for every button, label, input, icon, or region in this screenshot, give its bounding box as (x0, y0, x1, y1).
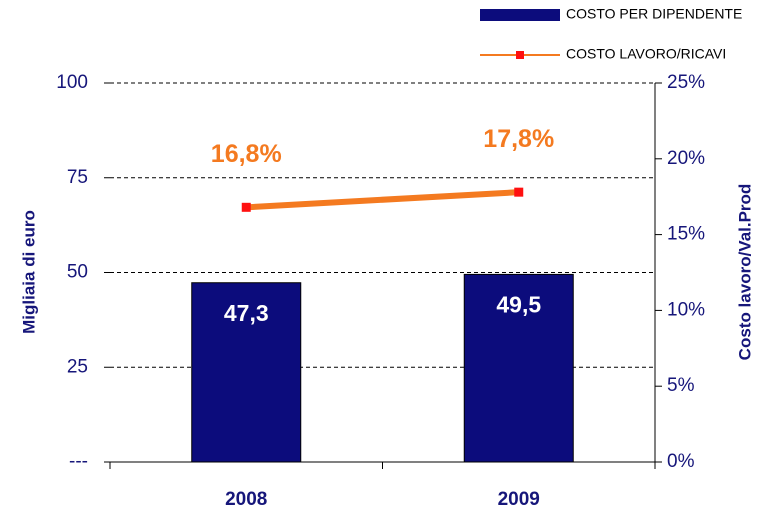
bar-value-label: 47,3 (224, 300, 269, 326)
y-tick-label: 100 (56, 72, 88, 93)
y-axis-label: Migliaia di euro (19, 210, 38, 334)
y-tick-label: 75 (67, 167, 88, 188)
line-marker (514, 187, 524, 197)
legend-label: COSTO PER DIPENDENTE (566, 6, 742, 22)
line-value-label: 17,8% (483, 125, 554, 153)
y2-tick-label: 10% (667, 299, 705, 320)
bar (191, 282, 302, 463)
bar-value-label: 49,5 (496, 291, 541, 317)
x-tick-label: 2009 (498, 489, 540, 510)
y2-tick-label: 0% (667, 451, 695, 472)
bar (463, 273, 574, 463)
y2-axis-label: Costo lavoro/Val.Prod (735, 184, 754, 361)
y2-tick-label: 15% (667, 224, 705, 245)
y-tick-label: 25 (67, 356, 88, 377)
y-tick-label: 50 (67, 262, 88, 283)
legend-label: COSTO LAVORO/RICAVI (566, 46, 726, 62)
line (246, 189, 519, 211)
legend-swatch (480, 9, 560, 21)
line-value-label: 16,8% (211, 140, 282, 168)
y2-tick-label: 25% (667, 72, 705, 93)
x-tick-label: 2008 (225, 489, 267, 510)
y2-tick-label: 5% (667, 375, 695, 396)
line-marker (241, 202, 251, 212)
legend-marker (516, 51, 524, 59)
y2-tick-label: 20% (667, 148, 705, 169)
y-tick-label: --- (69, 451, 88, 472)
